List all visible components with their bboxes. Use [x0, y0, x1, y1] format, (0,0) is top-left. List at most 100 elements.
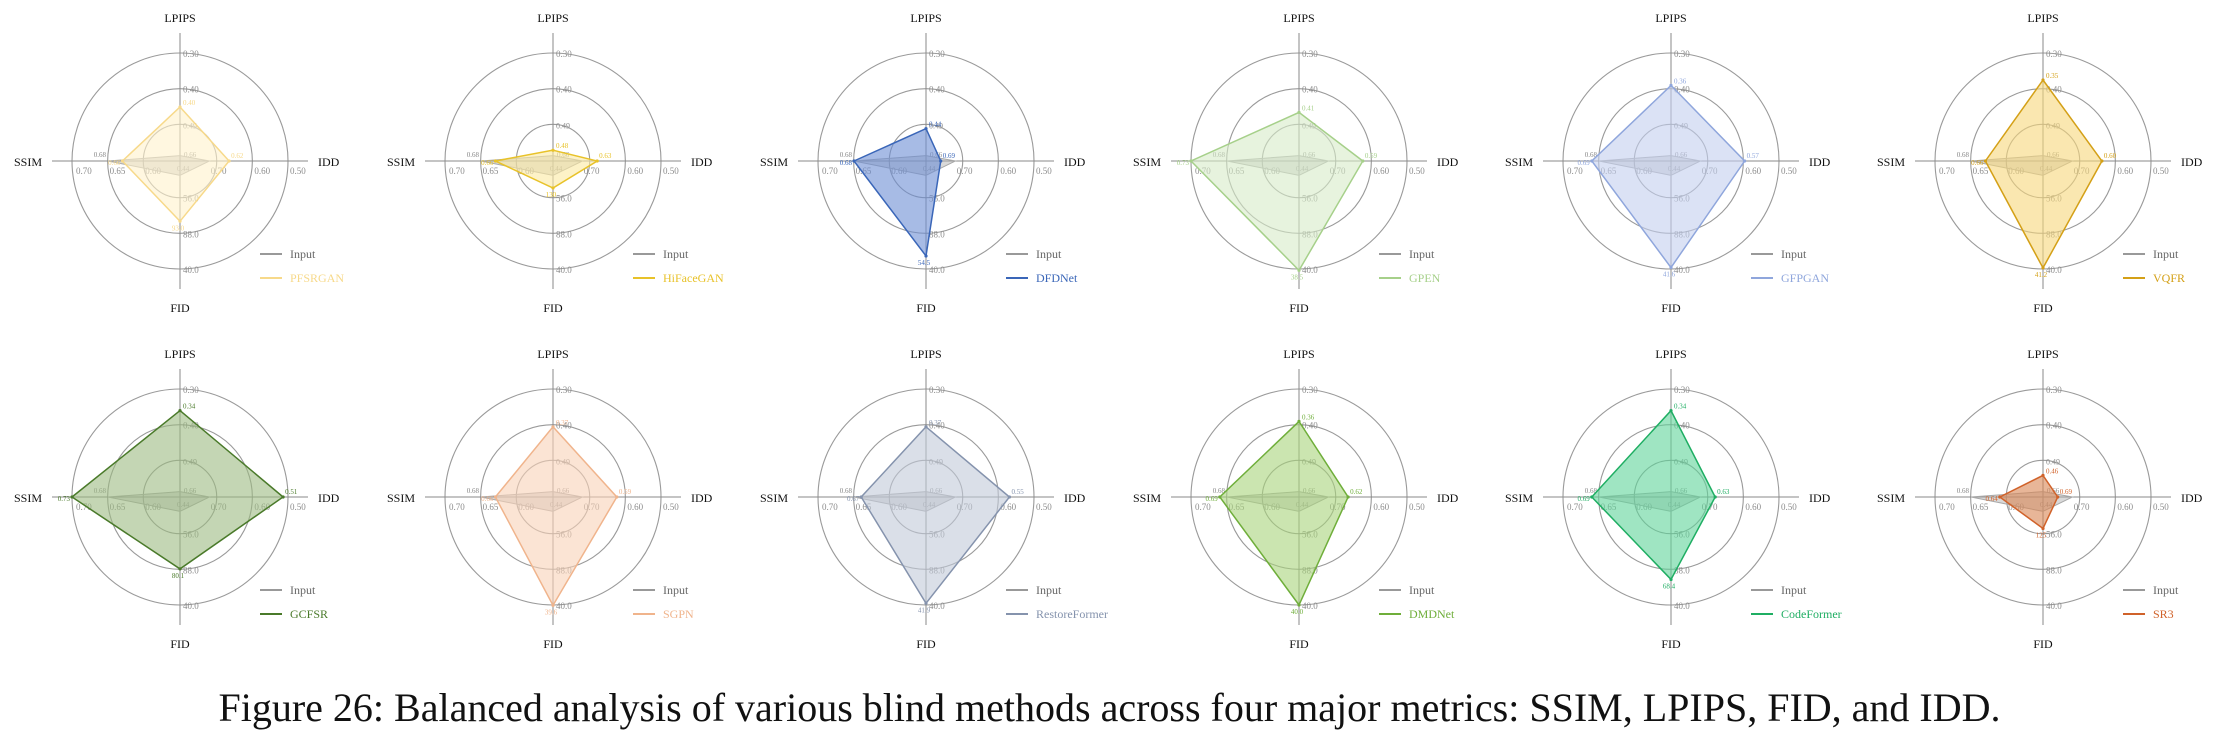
series-value-label: 39.6	[545, 608, 558, 616]
axis-label-lpips: LPIPS	[1655, 11, 1686, 25]
series-value-label: 0.59	[1365, 152, 1378, 160]
legend-label-input: Input	[1781, 583, 1807, 597]
legend-label-method: GFPGAN	[1781, 271, 1829, 285]
tick-label: 40.0	[1302, 265, 1318, 275]
series-value-label: 54.5	[918, 259, 931, 267]
axis-label-idd: IDD	[1809, 491, 1831, 505]
tick-label: 0.65	[110, 166, 126, 176]
series-value-label: 0.40	[183, 99, 196, 107]
axis-label-ssim: SSIM	[387, 155, 415, 169]
radar-chart-dfdnet: LPIPS IDD FID SSIM 0.30 0.40 0.49 0.50 0.60 0.70 5…	[760, 11, 1086, 315]
tick-label: 0.65	[483, 166, 499, 176]
axis-label-idd: IDD	[691, 155, 713, 169]
tick-label: 0.40	[1302, 421, 1318, 431]
tick-label: 0.50	[290, 166, 306, 176]
tick-label: 0.70	[76, 166, 92, 176]
series-value-label: 0.66	[481, 159, 494, 167]
series-polygon-gfpgan	[1590, 84, 1746, 269]
tick-label: 0.40	[1674, 85, 1690, 95]
axis-label-ssim: SSIM	[14, 491, 42, 505]
tick-label: 0.50	[663, 166, 679, 176]
series-point	[178, 219, 182, 223]
axis-label-fid: FID	[1289, 637, 1309, 651]
tick-label: 0.50	[663, 502, 679, 512]
series-value-label: 0.35	[2046, 72, 2059, 80]
series-value-label: 0.36	[1302, 413, 1315, 421]
tick-label: 0.70	[449, 502, 465, 512]
tick-label: 0.40	[929, 85, 945, 95]
tick-label: 0.40	[556, 85, 572, 95]
legend-label-method: GCFSR	[290, 607, 328, 621]
series-value-label: 0.41	[1302, 104, 1315, 112]
series-point	[120, 159, 124, 163]
tick-label: 40.0	[183, 265, 199, 275]
series-point	[924, 425, 928, 429]
series-polygon-gpen	[1189, 111, 1364, 272]
series-point	[281, 495, 285, 499]
tick-label: 0.49	[556, 121, 570, 130]
series-value-label: 0.69	[1206, 495, 1219, 503]
input-value-label: 0.68	[840, 151, 853, 159]
tick-label: 0.65	[1973, 166, 1989, 176]
tick-label: 0.60	[2117, 502, 2133, 512]
series-point	[924, 601, 928, 605]
series-polygon-vqfr	[1984, 78, 2103, 270]
input-value-label: 0.68	[467, 487, 480, 495]
tick-label: 0.60	[1000, 166, 1016, 176]
tick-label: 0.60	[254, 166, 270, 176]
axis-label-idd: IDD	[691, 491, 713, 505]
axis-label-lpips: LPIPS	[2027, 11, 2058, 25]
input-value-label: 0.68	[467, 151, 480, 159]
series-value-label: 80.1	[172, 572, 185, 580]
radar-chart-codeformer: LPIPSIDDFIDSSIM0.300.400.490.500.600.705…	[1505, 347, 1842, 651]
series-point	[178, 105, 182, 109]
input-value-label: 0.68	[1585, 151, 1598, 159]
series-point	[2041, 473, 2045, 477]
radar-chart-dmdnet: LPIPSIDDFIDSSIM0.300.400.490.500.600.705…	[1133, 347, 1459, 651]
tick-label: 40.0	[1302, 601, 1318, 611]
input-value-label: 0.68	[1213, 487, 1226, 495]
radar-chart-sr3: LPIPS IDD FID SSIM 0.30 0.40 0.49 0.50 0.60 0.70 5…	[1877, 347, 2203, 651]
series-point	[1983, 159, 1987, 163]
tick-label: 0.70	[1939, 502, 1955, 512]
tick-label: 0.30	[2046, 385, 2062, 395]
series-point	[2041, 78, 2045, 82]
tick-label: 0.49	[2046, 457, 2060, 466]
series-value-label: 0.36	[1674, 77, 1687, 85]
axis-label-ssim: SSIM	[1505, 155, 1533, 169]
series-value-label: 0.57	[1747, 152, 1760, 160]
series-point	[2056, 495, 2060, 499]
tick-label: 0.50	[2153, 166, 2169, 176]
legend-label-input: Input	[2153, 583, 2179, 597]
series-point	[859, 495, 863, 499]
tick-label: 0.70	[1939, 166, 1955, 176]
series-point	[178, 567, 182, 571]
series-point	[1669, 83, 1673, 87]
series-point	[1998, 495, 2002, 499]
tick-label: 0.30	[183, 49, 199, 59]
series-point	[1361, 159, 1365, 163]
series-value-label: 0.63	[599, 152, 612, 160]
axis-label-fid: FID	[170, 301, 190, 315]
series-value-label: 41.6	[1663, 271, 1676, 279]
legend-label-input: Input	[290, 247, 316, 261]
series-value-label: 0.66	[108, 159, 121, 167]
tick-label: 0.40	[1302, 85, 1318, 95]
axis-label-lpips: LPIPS	[1283, 347, 1314, 361]
axis-label-ssim: SSIM	[1133, 155, 1161, 169]
radar-chart-gpen: LPIPSIDDFIDSSIM0.300.400.490.500.600.705…	[1133, 11, 1459, 315]
input-value-label: 0.68	[1957, 487, 1970, 495]
tick-label: 0.50	[1409, 502, 1425, 512]
series-value-label: 0.66	[1971, 159, 1984, 167]
series-point	[1297, 268, 1301, 272]
series-point	[551, 425, 555, 429]
tick-label: 0.65	[1973, 502, 1989, 512]
axis-label-fid: FID	[2033, 637, 2053, 651]
series-point	[1713, 495, 1717, 499]
series-point	[2041, 526, 2045, 531]
legend-label-method: DFDNet	[1036, 271, 1078, 285]
tick-label: 0.65	[856, 502, 872, 512]
axis-label-idd: IDD	[1064, 491, 1086, 505]
tick-label: 0.40	[2046, 85, 2062, 95]
radar-chart-grid: LPIPS IDD FID SSIM 0.30 0.40 0.49 0.50 0.60 0.70 5…	[14, 11, 2203, 651]
